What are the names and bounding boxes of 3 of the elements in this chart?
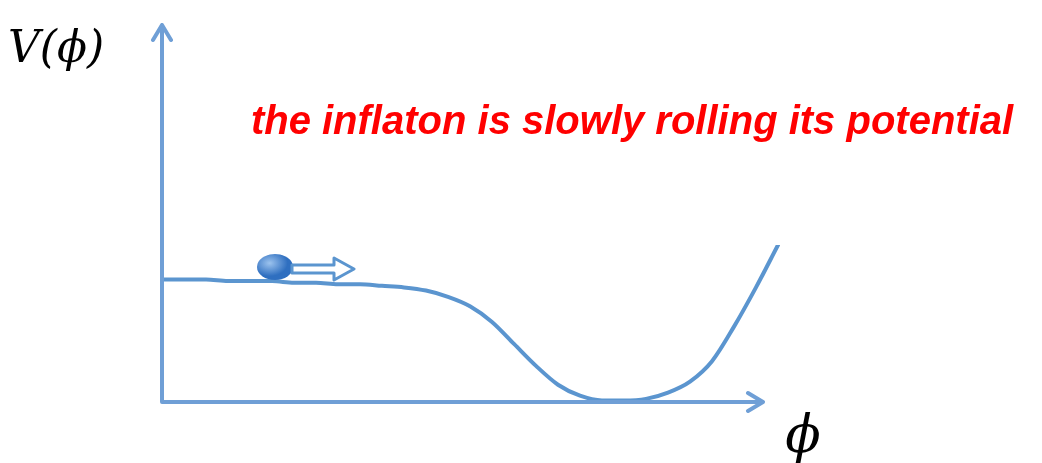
x-axis-title: ϕ (785, 404, 821, 463)
y-axis-title: V(ϕ) (8, 21, 105, 72)
chart-title: the inflaton is slowly rolling its potential (250, 98, 1015, 142)
